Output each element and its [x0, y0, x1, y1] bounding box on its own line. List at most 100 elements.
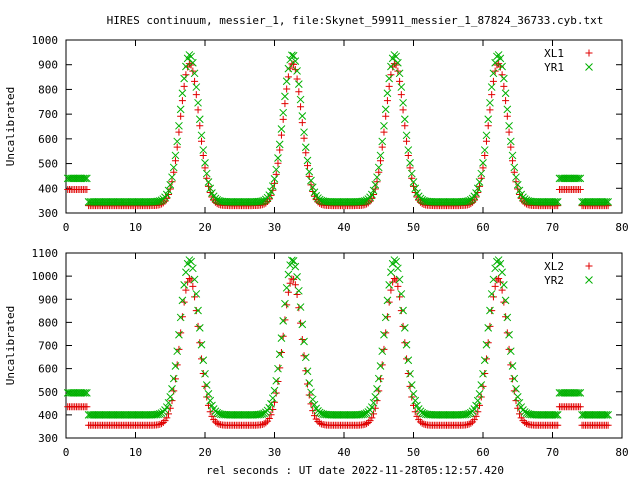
data-point: [82, 174, 91, 183]
data-point: [501, 296, 510, 305]
data-point: [367, 403, 376, 411]
data-point: [604, 421, 612, 429]
data-point: [305, 391, 313, 399]
data-point: [500, 82, 508, 90]
data-point: [195, 323, 204, 332]
data-point: [495, 275, 503, 283]
data-point: [272, 165, 281, 174]
data-point: [399, 98, 407, 107]
y-tick-label: 900: [38, 293, 58, 306]
data-point: [307, 176, 315, 185]
data-point: [191, 77, 199, 85]
data-point: [310, 400, 319, 409]
data-point: [465, 196, 473, 205]
data-point: [156, 420, 164, 428]
data-point: [472, 401, 480, 410]
data-point: [402, 340, 411, 349]
data-point: [376, 157, 384, 165]
y-axis-label: Uncalibrated: [4, 306, 17, 385]
data-point: [477, 393, 485, 401]
data-point: [276, 146, 284, 154]
data-point: [291, 57, 300, 65]
data-point: [475, 178, 484, 186]
data-point: [159, 199, 167, 207]
x-tick-label: 30: [268, 446, 281, 459]
data-point: [317, 420, 325, 428]
data-point: [378, 143, 386, 151]
data-point: [477, 169, 486, 178]
data-point: [491, 58, 500, 67]
data-point: [484, 323, 493, 332]
data-point: [281, 299, 289, 308]
data-point: [406, 369, 414, 378]
data-point: [499, 74, 508, 83]
data-point: [367, 190, 376, 199]
data-point: [553, 411, 562, 419]
chart-title: HIRES continuum, messier_1, file:Skynet_…: [107, 14, 604, 27]
data-point: [385, 74, 394, 83]
data-point: [304, 162, 312, 170]
data-point: [190, 69, 199, 78]
data-point: [404, 152, 412, 160]
data-point: [503, 313, 512, 322]
data-point: [175, 330, 183, 339]
y-tick-label: 700: [38, 340, 58, 353]
data-point: [513, 392, 522, 401]
data-point: [302, 149, 310, 157]
data-point: [505, 330, 513, 339]
data-point: [496, 259, 505, 268]
legend-marker: [585, 262, 593, 270]
data-point: [309, 407, 317, 415]
x-tick-label: 80: [615, 446, 628, 459]
data-point: [376, 362, 385, 370]
x-tick-label: 70: [546, 221, 559, 234]
data-point: [300, 337, 308, 346]
data-point: [399, 106, 407, 114]
legend-marker: [585, 63, 593, 71]
data-point: [171, 157, 179, 165]
data-point: [392, 52, 400, 61]
data-point: [81, 174, 89, 183]
data-point: [363, 420, 371, 428]
data-point: [477, 381, 486, 389]
x-tick-label: 60: [476, 221, 489, 234]
y-tick-label: 1000: [32, 34, 59, 47]
data-point: [271, 179, 278, 187]
data-point: [187, 257, 195, 266]
data-point: [387, 268, 395, 277]
data-point: [508, 151, 517, 160]
data-point: [418, 419, 426, 427]
data-point: [83, 186, 91, 194]
data-point: [463, 421, 471, 429]
data-point: [505, 121, 513, 130]
data-point: [265, 403, 274, 412]
data-point: [277, 125, 286, 133]
data-point: [268, 182, 277, 190]
data-point: [180, 281, 189, 289]
data-point: [510, 374, 519, 383]
data-point: [409, 178, 418, 186]
data-point: [482, 340, 491, 349]
data-point: [281, 92, 289, 101]
data-point: [420, 420, 428, 428]
data-point: [175, 128, 183, 136]
data-point: [199, 356, 208, 365]
data-point: [481, 152, 489, 160]
data-point: [409, 390, 418, 398]
data-point: [176, 105, 185, 114]
data-point: [482, 137, 490, 145]
data-point: [383, 296, 392, 305]
data-point: [83, 403, 91, 411]
data-point: [283, 85, 291, 93]
data-point: [387, 286, 395, 294]
data-point: [508, 362, 517, 370]
data-point: [178, 97, 186, 105]
series-xl1: [64, 60, 612, 210]
data-point: [413, 412, 421, 420]
data-point: [515, 398, 524, 407]
data-point: [360, 410, 369, 418]
data-point: [506, 137, 515, 146]
data-point: [274, 154, 282, 162]
data-point: [491, 282, 499, 290]
